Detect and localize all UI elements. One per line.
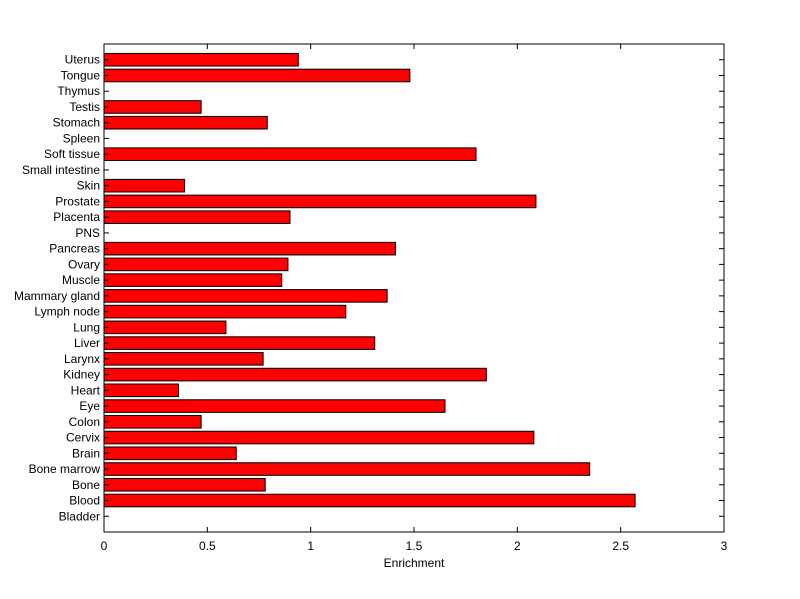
bar-ovary [103,257,289,272]
x-tick-label: 1.5 [406,539,423,553]
y-tick-label: Cervix [66,431,100,445]
y-tick-label: Blood [69,494,100,508]
bar-cervix [103,430,535,445]
bar-soft-tissue [103,147,477,161]
y-tick-label: Pancreas [49,242,100,256]
bar-prostate [103,194,537,209]
y-tick-label: Lung [73,320,100,334]
y-tick-label: Uterus [65,53,100,67]
y-tick-label: Skin [77,179,100,193]
bar-lung [103,320,227,335]
bar-liver [103,336,376,350]
bar-tongue [103,68,411,83]
y-tick-label: Prostate [55,194,100,208]
bar-brain [103,446,237,461]
y-tick-label: Stomach [53,116,100,130]
x-tick-label: 2 [514,539,521,553]
x-tick-label: 1 [307,539,314,553]
bar-colon [103,415,202,429]
bar-testis [103,100,202,114]
bar-blood [103,493,636,508]
bar-lymph-node [103,304,347,319]
y-tick-label: Testis [69,100,100,114]
y-tick-label: Bone [72,478,100,492]
y-tick-label: Larynx [64,352,100,366]
x-tick-label: 0 [101,539,108,553]
y-tick-label: Small intestine [22,163,100,177]
y-tick-label: Eye [79,399,100,413]
bar-bone [103,477,266,492]
y-tick-label: Soft tissue [44,147,100,161]
y-tick-label: PNS [75,226,100,240]
x-tick-label: 3 [721,539,728,553]
y-tick-label: Brain [72,446,100,460]
bar-mammary-gland [103,289,388,303]
bar-larynx [103,352,264,366]
y-tick-label: Lymph node [34,305,100,319]
x-tick-label: 2.5 [612,539,629,553]
bar-placenta [103,210,291,224]
bar-muscle [103,273,283,287]
y-tick-label: Liver [74,336,100,350]
y-tick-label: Ovary [68,257,100,271]
bar-uterus [103,52,299,67]
y-tick-label: Thymus [57,84,100,98]
bar-bone-marrow [103,462,591,476]
y-tick-label: Kidney [63,368,100,382]
y-tick-label: Colon [69,415,100,429]
x-axis-label: Enrichment [384,556,445,570]
bar-skin [103,178,186,193]
y-tick-label: Mammary gland [14,289,100,303]
y-tick-label: Bone marrow [29,462,101,476]
y-tick-label: Spleen [63,131,100,145]
y-tick-label: Muscle [62,273,100,287]
y-tick-label: Placenta [53,210,100,224]
bar-stomach [103,115,268,130]
x-tick-label: 0.5 [199,539,216,553]
bar-kidney [103,367,487,382]
bar-heart [103,383,179,398]
bar-pancreas [103,241,396,256]
y-tick-label: Tongue [61,68,101,82]
bar-eye [103,399,446,413]
y-tick-label: Heart [71,383,101,397]
y-tick-label: Bladder [59,509,100,523]
